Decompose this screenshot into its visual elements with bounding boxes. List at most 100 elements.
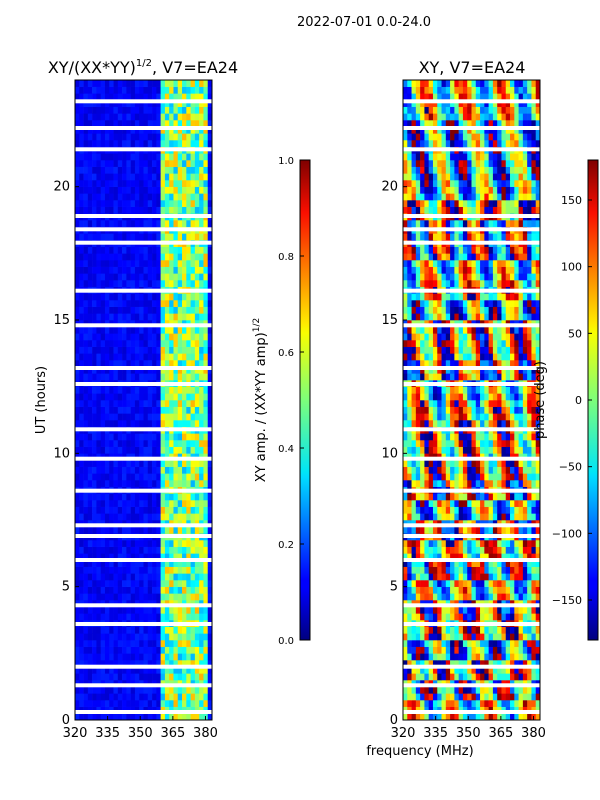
heatmap-cell <box>484 606 489 614</box>
heatmap-cell <box>139 686 144 694</box>
heatmap-cell <box>411 586 417 594</box>
heatmap-cell <box>505 500 511 507</box>
heatmap-cell <box>411 420 417 427</box>
heatmap-cell <box>190 540 196 547</box>
heatmap-cell <box>531 646 537 654</box>
heatmap-cell <box>109 573 114 581</box>
heatmap-cell <box>531 353 537 361</box>
heatmap-cell <box>527 560 532 567</box>
x-tick-label: 320 <box>63 726 88 741</box>
heatmap-cell <box>130 246 136 254</box>
heatmap-cell <box>160 153 166 161</box>
heatmap-cell <box>169 113 174 121</box>
heatmap-cell <box>411 660 417 667</box>
heatmap-cell <box>480 593 485 601</box>
heatmap-cell <box>471 653 477 661</box>
heatmap-cell <box>403 700 408 707</box>
heatmap-cell <box>109 500 114 507</box>
heatmap-cell <box>113 640 119 647</box>
heatmap-cell <box>117 573 123 581</box>
heatmap-cell <box>428 366 434 374</box>
heatmap-cell <box>407 433 412 441</box>
heatmap-cell <box>182 140 187 147</box>
heatmap-cell <box>83 560 89 567</box>
heatmap-cell <box>199 153 204 161</box>
heatmap-cell <box>177 440 183 447</box>
heatmap-cell <box>96 460 101 467</box>
heatmap-cell <box>454 433 459 441</box>
heatmap-cell <box>143 206 149 214</box>
heatmap-cell <box>126 573 131 581</box>
heatmap-cell <box>100 113 106 121</box>
heatmap-cell <box>122 140 127 147</box>
heatmap-cell <box>75 366 80 374</box>
heatmap-cell <box>164 580 170 587</box>
heatmap-cell <box>415 580 421 587</box>
heatmap-cell <box>207 413 213 421</box>
heatmap-cell <box>203 233 209 241</box>
heatmap-cell <box>169 273 174 281</box>
heatmap-cell <box>437 586 442 594</box>
heatmap-cell <box>531 446 537 454</box>
heatmap-cell <box>117 333 123 341</box>
heatmap-cell <box>527 626 532 634</box>
heatmap-cell <box>160 440 166 447</box>
heatmap-cell <box>403 540 408 547</box>
heatmap-cell <box>505 340 511 347</box>
heatmap-cell <box>143 366 149 374</box>
heatmap-cell <box>164 593 170 601</box>
heatmap-cell <box>92 220 97 227</box>
heatmap-cell <box>518 393 524 401</box>
heatmap-cell <box>147 480 153 487</box>
heatmap-cell <box>126 640 131 647</box>
heatmap-cell <box>83 260 89 267</box>
heatmap-cell <box>522 446 528 454</box>
heatmap-cell <box>462 526 468 534</box>
heatmap-cell <box>79 160 84 167</box>
heatmap-cell <box>160 106 166 114</box>
heatmap-cell <box>488 660 494 667</box>
heatmap-cell <box>79 126 84 134</box>
heatmap-cell <box>83 500 89 507</box>
heatmap-cell <box>488 713 494 721</box>
heatmap-cell <box>79 386 84 394</box>
heatmap-cell <box>109 593 114 601</box>
heatmap-cell <box>480 566 485 574</box>
heatmap-cell <box>450 420 455 427</box>
heatmap-cell <box>475 653 481 661</box>
heatmap-cell <box>488 493 494 501</box>
heatmap-cell <box>420 686 425 694</box>
heatmap-cell <box>514 713 519 721</box>
heatmap-cell <box>424 526 429 534</box>
heatmap-cell <box>514 613 519 621</box>
heatmap-cell <box>471 346 477 354</box>
heatmap-cell <box>164 560 170 567</box>
heatmap-cell <box>87 693 93 701</box>
heatmap-cell <box>122 660 127 667</box>
heatmap-cell <box>173 346 179 354</box>
heatmap-cell <box>411 646 417 654</box>
heatmap-cell <box>100 440 106 447</box>
heatmap-cell <box>475 386 481 394</box>
heatmap-cell <box>83 406 89 414</box>
heatmap-cell <box>199 106 204 114</box>
heatmap-cell <box>518 460 524 467</box>
heatmap-cell <box>126 446 131 454</box>
heatmap-cell <box>522 566 528 574</box>
heatmap-cell <box>100 206 106 214</box>
heatmap-cell <box>497 553 502 561</box>
heatmap-cell <box>177 693 183 701</box>
heatmap-cell <box>160 306 166 314</box>
heatmap-cell <box>510 386 515 394</box>
heatmap-cell <box>501 346 507 354</box>
heatmap-cell <box>194 460 200 467</box>
heatmap-cell <box>156 313 161 321</box>
heatmap-cell <box>96 713 101 721</box>
heatmap-cell <box>407 446 412 454</box>
heatmap-cell <box>173 466 179 474</box>
heatmap-cell <box>122 166 127 174</box>
heatmap-cell <box>92 466 97 474</box>
y-tick-label: 20 <box>53 180 70 195</box>
heatmap-cell <box>87 473 93 481</box>
heatmap-cell <box>139 93 144 101</box>
